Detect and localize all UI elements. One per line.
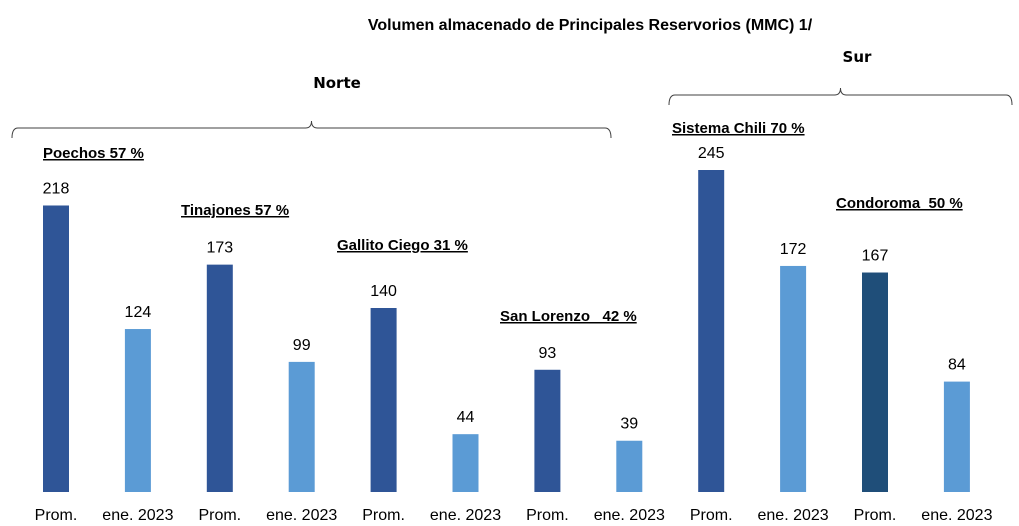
bar [780, 265, 807, 492]
data-label: 218 [43, 180, 70, 197]
data-label: 93 [539, 345, 557, 362]
data-label: 140 [370, 283, 397, 300]
bar [206, 264, 233, 492]
bar [452, 434, 479, 492]
x-tick-label: ene. 2023 [594, 507, 665, 524]
x-tick-label: Prom. [198, 507, 241, 524]
x-tick-label: ene. 2023 [430, 507, 501, 524]
group-brace [668, 87, 1013, 106]
chart-title: Volumen almacenado de Principales Reserv… [368, 17, 813, 34]
bar [698, 170, 725, 492]
data-label: 172 [780, 241, 807, 258]
x-tick-label: ene. 2023 [921, 507, 992, 524]
x-tick-label: ene. 2023 [758, 507, 829, 524]
reservoir-label: Sistema Chili 70 % [672, 120, 805, 137]
data-label: 99 [293, 337, 311, 354]
data-label: 173 [206, 240, 233, 257]
group-brace [11, 120, 612, 139]
x-tick-label: Prom. [854, 507, 897, 524]
reservoir-label: Gallito Ciego 31 % [337, 237, 468, 254]
bar [370, 308, 397, 492]
data-label: 124 [125, 304, 152, 321]
data-label: 44 [457, 409, 475, 426]
bar [534, 369, 561, 492]
data-label: 245 [698, 145, 725, 162]
x-tick-label: ene. 2023 [266, 507, 337, 524]
reservoir-label: San Lorenzo 42 % [500, 308, 637, 325]
data-label: 39 [620, 416, 638, 433]
x-tick-label: Prom. [362, 507, 405, 524]
bar [43, 205, 69, 492]
x-tick-label: Prom. [35, 507, 78, 524]
reservoir-label: Poechos 57 % [43, 145, 144, 162]
bar [943, 381, 970, 492]
group-label: Sur [843, 48, 872, 66]
group-label: Norte [313, 74, 361, 92]
bar [862, 272, 888, 492]
bar [616, 440, 643, 492]
reservoir-label: Condoroma 50 % [836, 195, 963, 212]
reservoir-label: Tinajones 57 % [181, 202, 289, 219]
x-tick-label: ene. 2023 [102, 507, 173, 524]
bar [124, 329, 151, 492]
bar [288, 361, 315, 492]
data-label: 167 [862, 248, 889, 265]
data-label: 84 [948, 357, 966, 374]
x-tick-label: Prom. [526, 507, 569, 524]
x-tick-label: Prom. [690, 507, 733, 524]
